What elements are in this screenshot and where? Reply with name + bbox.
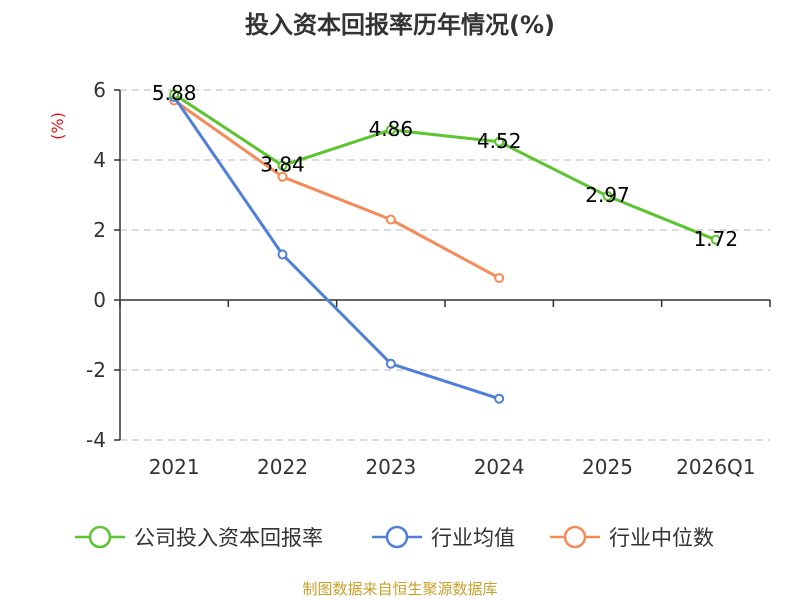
data-point — [710, 234, 721, 245]
data-point — [277, 160, 288, 171]
series-line — [173, 99, 500, 280]
data-label: 1.72 — [694, 227, 739, 251]
data-point — [277, 249, 288, 260]
x-tick-label: 2025 — [582, 455, 633, 479]
series-line — [173, 92, 717, 242]
data-point — [385, 214, 396, 225]
y-tick-label: 6 — [93, 78, 106, 102]
data-point — [494, 393, 505, 404]
data-label: 2.97 — [585, 183, 630, 207]
y-tick-label: 0 — [93, 288, 106, 312]
x-tick-label: 2022 — [257, 455, 308, 479]
y-axis-unit-label: (%) — [48, 112, 67, 140]
source-note: 制图数据来自恒生聚源数据库 — [302, 580, 497, 598]
data-point — [385, 124, 396, 135]
x-tick-label: 2023 — [365, 455, 416, 479]
data-point — [494, 272, 505, 283]
series-lines — [169, 89, 721, 404]
series-line — [172, 96, 500, 401]
legend-marker — [88, 525, 112, 549]
data-point — [494, 136, 505, 147]
data-point — [169, 89, 180, 100]
legend-marker — [385, 525, 409, 549]
data-point — [385, 358, 396, 369]
data-label: 4.52 — [477, 129, 522, 153]
y-tick-label: -4 — [86, 428, 106, 452]
data-point — [602, 191, 613, 202]
y-tick-label: -2 — [86, 358, 106, 382]
y-tick-label: 4 — [93, 148, 106, 172]
axes: 6 4 2 0 -2 -4 2021 2022 2023 2024 2025 2026Q1 — [86, 78, 771, 479]
data-labels: 5.88 3.84 4.86 4.52 2.97 1.72 — [152, 81, 738, 251]
x-tick-label: 2024 — [474, 455, 525, 479]
legend-label: 行业中位数 — [609, 526, 714, 550]
chart-title: 投入资本回报率历年情况(%) — [245, 11, 555, 39]
data-point — [277, 171, 288, 182]
data-label: 3.84 — [260, 153, 305, 177]
data-label: 5.88 — [152, 81, 197, 105]
legend-label: 行业均值 — [431, 526, 515, 550]
legend: 公司投入资本回报率 行业均值 行业中位数 — [75, 525, 714, 550]
data-label: 4.86 — [369, 117, 414, 141]
y-tick-label: 2 — [93, 218, 106, 242]
grid-lines — [120, 89, 770, 441]
x-tick-label: 2026Q1 — [676, 455, 755, 479]
legend-marker — [563, 525, 587, 549]
legend-label: 公司投入资本回报率 — [134, 526, 323, 550]
x-tick-label: 2021 — [149, 455, 200, 479]
